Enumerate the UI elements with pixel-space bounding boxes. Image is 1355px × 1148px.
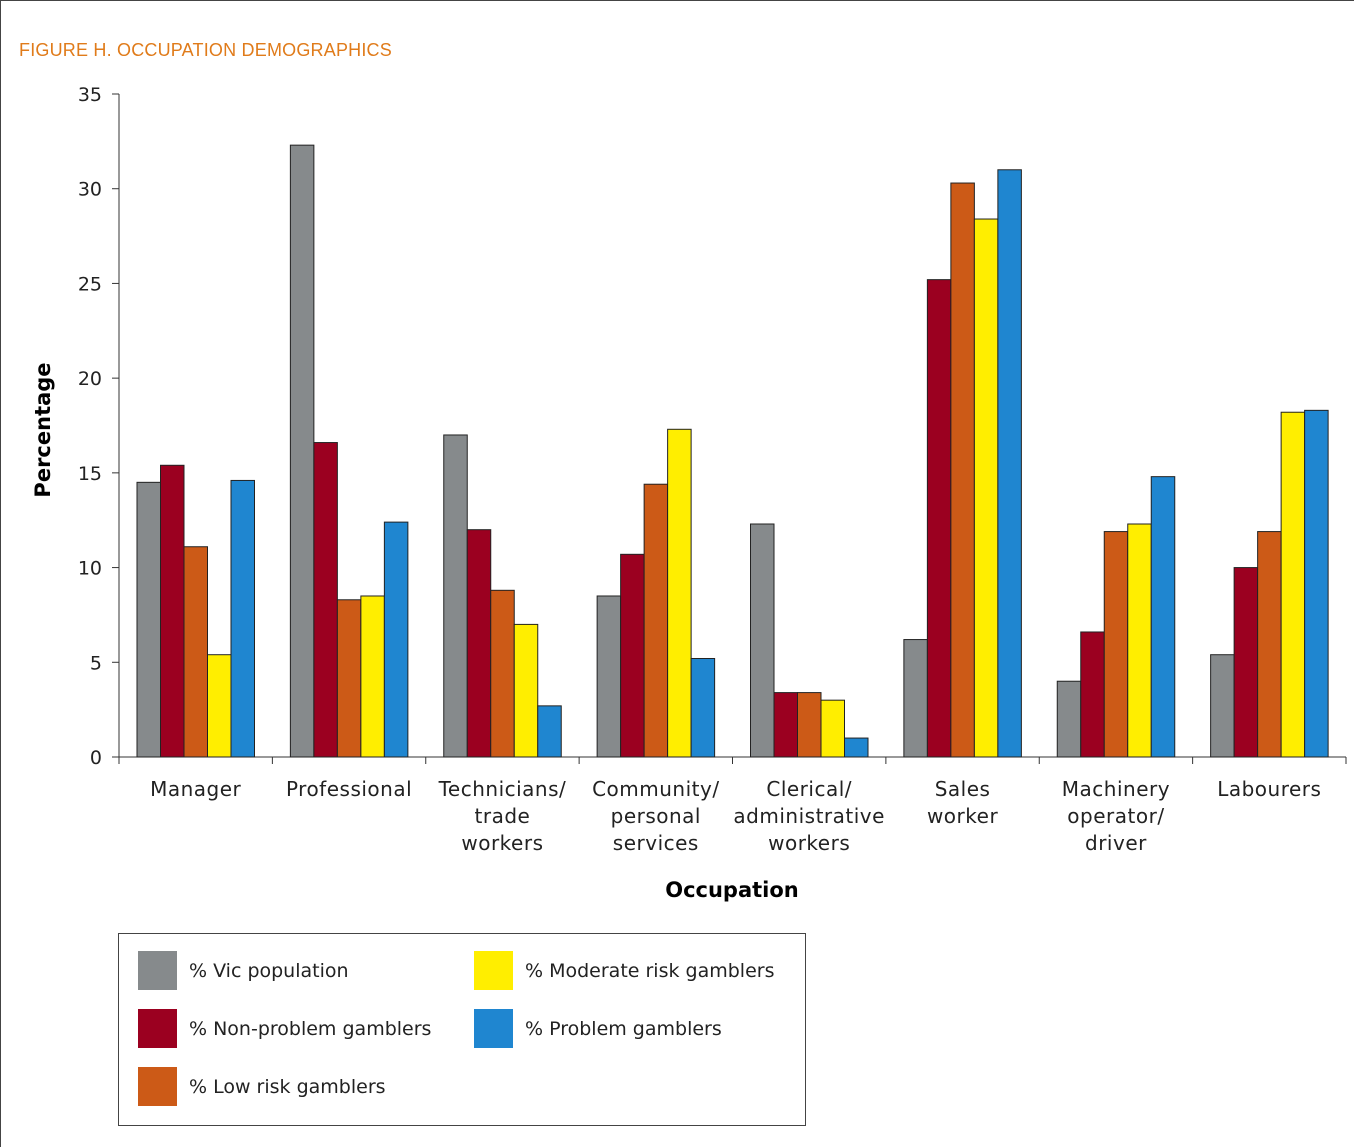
- bar: [620, 553, 645, 758]
- x-tick-label: Technicians/trade workers: [438, 777, 567, 855]
- bar: [690, 657, 716, 758]
- legend-label: % Problem gamblers: [525, 1017, 722, 1040]
- x-axis-title: Occupation: [665, 878, 799, 902]
- bar: [820, 699, 845, 758]
- legend-item: % Problem gamblers: [474, 1009, 722, 1048]
- x-tick-label: Sales worker: [927, 777, 998, 828]
- bar: [136, 481, 161, 758]
- legend-label: % Moderate risk gamblers: [525, 959, 775, 982]
- bar: [336, 599, 362, 758]
- bar: [643, 483, 669, 758]
- bar: [1280, 411, 1306, 758]
- bar: [360, 595, 385, 758]
- chart-bars: [136, 144, 1329, 758]
- bar: [926, 279, 952, 758]
- x-tick-label: Clerical/administrative workers: [733, 777, 885, 855]
- bar: [207, 654, 232, 758]
- bar: [903, 639, 928, 758]
- bar: [230, 479, 255, 758]
- bar: [537, 705, 562, 758]
- y-tick-label: 25: [78, 273, 102, 295]
- bar: [1127, 523, 1152, 758]
- y-tick-label: 35: [78, 84, 102, 106]
- legend-swatch: [138, 1009, 177, 1048]
- legend-label: % Non-problem gamblers: [189, 1017, 432, 1040]
- bar: [667, 428, 692, 758]
- bar: [844, 737, 869, 758]
- x-tick-label: Professional: [286, 777, 412, 801]
- bar: [289, 144, 315, 758]
- legend: % Vic population % Non-problem gamblers % …: [118, 933, 806, 1126]
- bar: [513, 623, 539, 758]
- bar: [1080, 631, 1105, 758]
- figure-title: FIGURE H. OCCUPATION DEMOGRAPHICS: [19, 40, 392, 60]
- legend-label: % Low risk gamblers: [189, 1075, 386, 1098]
- legend-item: % Vic population: [138, 951, 349, 990]
- legend-item: % Non-problem gamblers: [138, 1009, 431, 1048]
- bar: [183, 546, 208, 758]
- legend-label: % Vic population: [189, 959, 349, 982]
- y-tick-label: 15: [78, 463, 102, 485]
- legend-swatch: [138, 951, 177, 990]
- bar: [383, 521, 409, 758]
- chart-labels: 0 5 10 15 20 25 30 35 Manager Professional Technic…: [78, 84, 1321, 855]
- bar: [797, 692, 822, 758]
- y-axis-title: Percentage: [31, 362, 55, 497]
- bar: [1103, 531, 1129, 758]
- bar: [1233, 567, 1259, 758]
- y-tick-label: 20: [78, 368, 102, 390]
- bar: [1150, 476, 1176, 758]
- bar: [313, 442, 338, 758]
- legend-swatch: [474, 951, 513, 990]
- legend-swatch: [138, 1067, 177, 1106]
- y-tick-label: 30: [78, 179, 102, 201]
- y-tick-label: 5: [90, 652, 102, 674]
- bar-chart: 0 5 10 15 20 25 30 35 Manager Professional Technic…: [31, 84, 1347, 902]
- legend-item: % Moderate risk gamblers: [474, 951, 774, 990]
- bar: [466, 529, 492, 758]
- bar: [490, 589, 515, 758]
- legend-swatch: [474, 1009, 513, 1048]
- bar: [443, 434, 468, 758]
- bar: [1210, 654, 1235, 758]
- bar: [1056, 680, 1082, 758]
- bar: [997, 169, 1022, 758]
- bar: [160, 464, 185, 758]
- bar: [950, 182, 975, 758]
- legend-item: % Low risk gamblers: [138, 1067, 386, 1106]
- x-tick-label: Community/personal services: [592, 777, 720, 855]
- bar: [1304, 409, 1329, 758]
- y-tick-label: 0: [90, 747, 102, 769]
- bar: [596, 595, 622, 758]
- x-tick-label: Manager: [150, 777, 241, 801]
- x-tick-label: Labourers: [1217, 777, 1321, 801]
- bar: [773, 692, 798, 758]
- y-tick-label: 10: [78, 558, 102, 580]
- bar: [1257, 531, 1282, 758]
- bar: [750, 523, 775, 758]
- bar: [973, 218, 999, 758]
- x-tick-label: Machinery operator/driver: [1062, 777, 1170, 855]
